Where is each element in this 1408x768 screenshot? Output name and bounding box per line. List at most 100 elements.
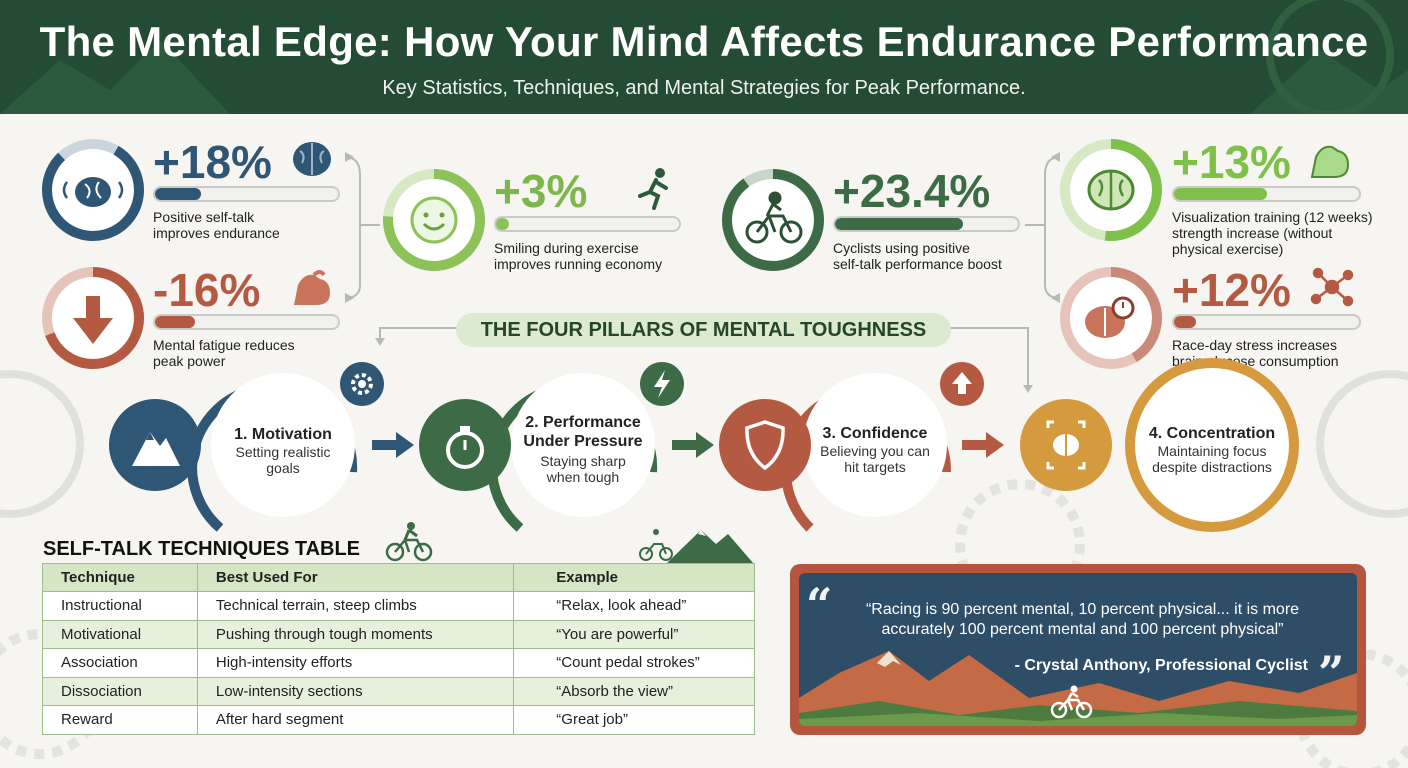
flexed-arm-icon bbox=[1310, 145, 1350, 178]
pillar-confidence bbox=[719, 362, 1004, 532]
stopwatch-icon bbox=[446, 426, 484, 469]
header-banner: The Mental Edge: How Your Mind Affects E… bbox=[0, 0, 1408, 114]
pillar-subtitle: Setting realistic bbox=[235, 444, 331, 460]
arrow-down-icon bbox=[73, 296, 113, 344]
stat-desc-line: Race-day stress increases bbox=[1172, 337, 1337, 353]
smiley-face-icon bbox=[410, 196, 458, 244]
gear-icon bbox=[351, 373, 373, 395]
pillar-subtitle: Staying sharp bbox=[540, 453, 626, 469]
flexed-arm-icon bbox=[294, 270, 330, 305]
table-cell: “Count pedal strokes” bbox=[513, 648, 755, 678]
stat-fatigue-bar bbox=[153, 314, 340, 330]
stat-smiling-bar-fill bbox=[496, 218, 509, 230]
table-cell: “Relax, look ahead” bbox=[513, 591, 755, 621]
cyclist-icon bbox=[1050, 685, 1093, 719]
pillar-title: 1. Motivation bbox=[234, 426, 332, 443]
pillar-title: 4. Concentration bbox=[1148, 425, 1276, 442]
page-subtitle: Key Statistics, Techniques, and Mental S… bbox=[382, 77, 1026, 99]
pillar-motivation-text: 1. Motivation Setting realistic goals bbox=[213, 425, 353, 476]
pillar-concentration bbox=[1020, 358, 1299, 532]
table-cell: High-intensity efforts bbox=[196, 648, 515, 678]
pillar-subtitle: Believing you can bbox=[820, 443, 930, 459]
pillar-subtitle: despite distractions bbox=[1152, 459, 1272, 475]
stat-fatigue-value: -16% bbox=[153, 264, 261, 316]
table-cell: Dissociation bbox=[42, 676, 198, 706]
stat-desc-line: peak power bbox=[153, 353, 226, 369]
stat-self-talk-bar-fill bbox=[155, 188, 201, 200]
stat-smiling-value: +3% bbox=[494, 165, 588, 217]
stat-fatigue-bar-fill bbox=[155, 316, 196, 328]
pillar-performance-text: 2. Performance Under Pressure Staying sh… bbox=[513, 413, 653, 485]
stat-self-talk-value: +18% bbox=[153, 136, 272, 188]
stat-cyclists-description: Cyclists using positive self-talk perfor… bbox=[833, 240, 1002, 272]
stat-cyclists-ring bbox=[722, 169, 824, 271]
table-row: Reward After hard segment “Great job” bbox=[42, 705, 755, 735]
stat-race-day-value: +12% bbox=[1172, 264, 1291, 316]
stat-desc-line: Smiling during exercise bbox=[494, 240, 639, 256]
arrow-right-icon bbox=[986, 432, 1004, 458]
brain-stopwatch-icon bbox=[1085, 296, 1135, 338]
stat-desc-line: self-talk performance boost bbox=[833, 256, 1002, 272]
cyclist-icon bbox=[385, 522, 433, 562]
brain-waves-icon bbox=[62, 177, 124, 207]
mountain-icon bbox=[132, 432, 180, 466]
pillar-performance bbox=[419, 362, 714, 532]
stat-fatigue-ring bbox=[42, 267, 144, 369]
stat-visualization-value: +13% bbox=[1172, 136, 1291, 188]
stat-smiling-ring bbox=[383, 169, 485, 271]
stat-visualization-bar bbox=[1172, 186, 1361, 202]
table-cell: “Absorb the view” bbox=[513, 676, 755, 706]
pillar-title: Under Pressure bbox=[523, 433, 643, 450]
stat-cyclists-bar bbox=[833, 216, 1020, 232]
stat-smiling-description: Smiling during exercise improves running… bbox=[494, 240, 662, 272]
quote-author: - Crystal Anthony, Professional Cyclist bbox=[1014, 657, 1308, 674]
stat-visualization-description: Visualization training (12 weeks) streng… bbox=[1172, 209, 1373, 257]
header-mountains-decoration bbox=[0, 0, 1408, 114]
table-cell: After hard segment bbox=[196, 705, 515, 735]
stat-race-day-bar-fill bbox=[1174, 316, 1197, 328]
table-header-cell: Best Used For bbox=[196, 563, 515, 592]
stat-desc-line: improves endurance bbox=[153, 225, 280, 241]
table-cell: Reward bbox=[42, 705, 198, 735]
stat-race-day-bar bbox=[1172, 314, 1361, 330]
stat-desc-line: Visualization training (12 weeks) bbox=[1172, 209, 1373, 225]
pillar-subtitle: Maintaining focus bbox=[1157, 443, 1267, 459]
table-row: Dissociation Low-intensity sections “Abs… bbox=[42, 676, 755, 706]
lightning-icon bbox=[654, 370, 670, 398]
stat-desc-line: physical exercise) bbox=[1172, 241, 1284, 257]
shield-icon bbox=[745, 420, 785, 471]
pillars-heading: THE FOUR PILLARS OF MENTAL TOUGHNESS bbox=[456, 313, 951, 347]
stat-self-talk-ring bbox=[42, 139, 144, 241]
stat-self-talk-bar bbox=[153, 186, 340, 202]
running-person-icon bbox=[638, 168, 668, 210]
table-cell: Motivational bbox=[42, 619, 198, 649]
stat-desc-line: strength increase (without bbox=[1172, 225, 1333, 241]
table-title: SELF-TALK TECHNIQUES TABLE bbox=[43, 538, 361, 560]
stat-desc-line: improves running economy bbox=[494, 256, 663, 272]
mountain-cyclist-decoration bbox=[639, 529, 754, 564]
table-cell: “You are powerful” bbox=[513, 619, 755, 649]
pillar-title: 2. Performance bbox=[525, 414, 641, 431]
table-cell: “Great job” bbox=[513, 705, 755, 735]
quote-line: accurately 100 percent mental and 100 pe… bbox=[881, 621, 1284, 638]
pillar-title: 3. Confidence bbox=[822, 425, 928, 442]
pillar-concentration-text: 4. Concentration Maintaining focus despi… bbox=[1132, 424, 1292, 475]
pillar-confidence-text: 3. Confidence Believing you can hit targ… bbox=[805, 424, 945, 475]
arrow-up-icon bbox=[952, 372, 972, 394]
focus-brain-icon bbox=[1046, 420, 1086, 470]
table-row: Motivational Pushing through tough momen… bbox=[42, 619, 755, 649]
table-cell: Technical terrain, steep climbs bbox=[196, 591, 515, 621]
stat-cyclists-bar-fill bbox=[835, 218, 964, 230]
arrow-right-icon bbox=[396, 432, 414, 458]
molecule-icon bbox=[1310, 267, 1354, 307]
table-cell: Low-intensity sections bbox=[196, 676, 515, 706]
pillar-subtitle: goals bbox=[266, 460, 300, 476]
stat-cyclists-value: +23.4% bbox=[833, 165, 991, 217]
pillars-diagram bbox=[109, 358, 1299, 532]
table-header-cell: Example bbox=[513, 563, 755, 592]
stat-visualization-bar-fill bbox=[1174, 188, 1267, 200]
brain-icon bbox=[293, 142, 331, 176]
pillar-subtitle: hit targets bbox=[844, 459, 906, 475]
stat-desc-line: Positive self-talk bbox=[153, 209, 255, 225]
